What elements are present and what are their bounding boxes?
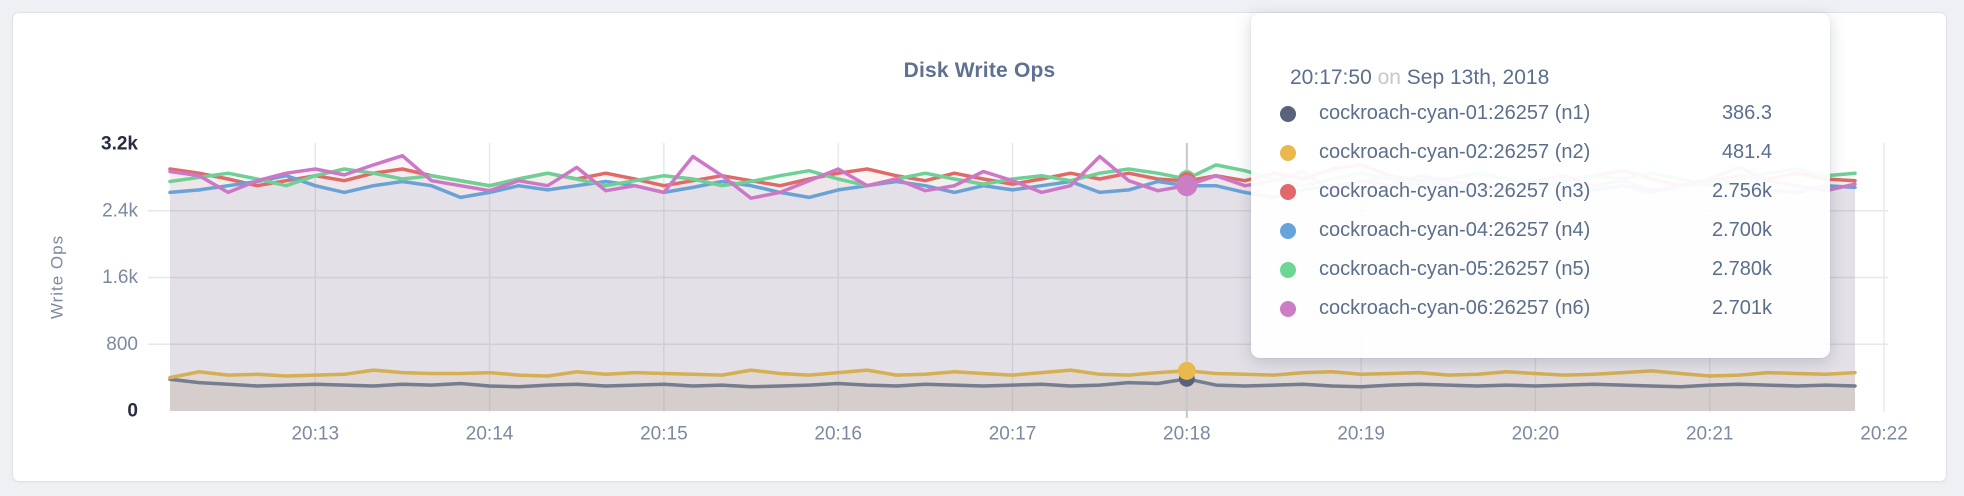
series-label: cockroach-cyan-05:26257 (n5) xyxy=(1319,258,1591,280)
series-line-n2 xyxy=(168,368,1857,380)
series-value: 2.756k xyxy=(1711,180,1772,202)
tooltip-rows: cockroach-cyan-01:26257 (n1) 386.3 cockroa… xyxy=(1251,94,1830,328)
series-area-n2 xyxy=(170,370,1855,411)
y-axis-tick-label: 800 xyxy=(106,334,138,355)
series-label: cockroach-cyan-01:26257 (n1) xyxy=(1319,102,1591,124)
series-dot-icon xyxy=(1280,300,1296,317)
series-value: 386.3 xyxy=(1721,102,1772,124)
tooltip-row: cockroach-cyan-05:26257 (n5) 2.780k xyxy=(1251,250,1830,289)
tooltip-row: cockroach-cyan-06:26257 (n6) 2.701k xyxy=(1251,289,1830,328)
chart-title: Disk Write Ops xyxy=(903,59,1056,82)
y-axis-tick-label: 1.6k xyxy=(102,267,138,288)
y-axis-tick-label: 3.2k xyxy=(101,134,138,155)
y-axis-title: Write Ops xyxy=(48,235,67,319)
series-label: cockroach-cyan-03:26257 (n3) xyxy=(1319,180,1591,202)
hover-point-n2[interactable] xyxy=(1177,361,1196,380)
series-dot-icon xyxy=(1280,105,1296,122)
series-value: 2.780k xyxy=(1711,258,1772,280)
y-axis-tick-label: 2.4k xyxy=(102,200,138,221)
tooltip-row: cockroach-cyan-02:26257 (n2) 481.4 xyxy=(1251,133,1830,172)
series-label: cockroach-cyan-06:26257 (n6) xyxy=(1319,297,1591,319)
x-axis-tick-label: 20:18 xyxy=(1163,424,1211,445)
x-axis-tick-label: 20:13 xyxy=(291,424,339,445)
series-dot-icon xyxy=(1280,222,1296,239)
hover-point-n6[interactable] xyxy=(1176,175,1198,197)
x-axis-tick-label: 20:20 xyxy=(1512,424,1560,445)
series-label: cockroach-cyan-04:26257 (n4) xyxy=(1319,219,1591,241)
series-dot-icon xyxy=(1280,144,1296,161)
y-axis-tick-label: 0 xyxy=(127,401,138,422)
series-dot-icon xyxy=(1280,261,1296,278)
x-axis-tick-label: 20:16 xyxy=(814,424,862,445)
tooltip-conjunction: on xyxy=(1377,66,1401,89)
series-label: cockroach-cyan-02:26257 (n2) xyxy=(1319,141,1591,163)
series-value: 481.4 xyxy=(1721,141,1772,163)
x-axis-tick-label: 20:19 xyxy=(1337,424,1385,445)
hover-tooltip: 20:17:50 on Sep 13th, 2018 cockroach-cya… xyxy=(1251,13,1830,358)
x-axis-tick-label: 20:14 xyxy=(466,424,514,445)
tooltip-row: cockroach-cyan-01:26257 (n1) 386.3 xyxy=(1251,94,1830,133)
series-value: 2.700k xyxy=(1711,219,1772,241)
tooltip-time: 20:17:50 xyxy=(1290,66,1372,89)
x-axis-tick-label: 20:21 xyxy=(1686,424,1734,445)
x-axis-tick-label: 20:15 xyxy=(640,424,688,445)
tooltip-row: cockroach-cyan-03:26257 (n3) 2.756k xyxy=(1251,172,1830,211)
tooltip-date: Sep 13th, 2018 xyxy=(1406,66,1550,89)
series-line-n1 xyxy=(168,377,1857,389)
x-axis-tick-label: 20:22 xyxy=(1860,424,1908,445)
series-value: 2.701k xyxy=(1711,297,1772,319)
series-dot-icon xyxy=(1280,183,1296,200)
x-axis-tick-label: 20:17 xyxy=(989,424,1037,445)
tooltip-row: cockroach-cyan-04:26257 (n4) 2.700k xyxy=(1251,211,1830,250)
tooltip-header: 20:17:50 on Sep 13th, 2018 xyxy=(1290,65,1549,91)
